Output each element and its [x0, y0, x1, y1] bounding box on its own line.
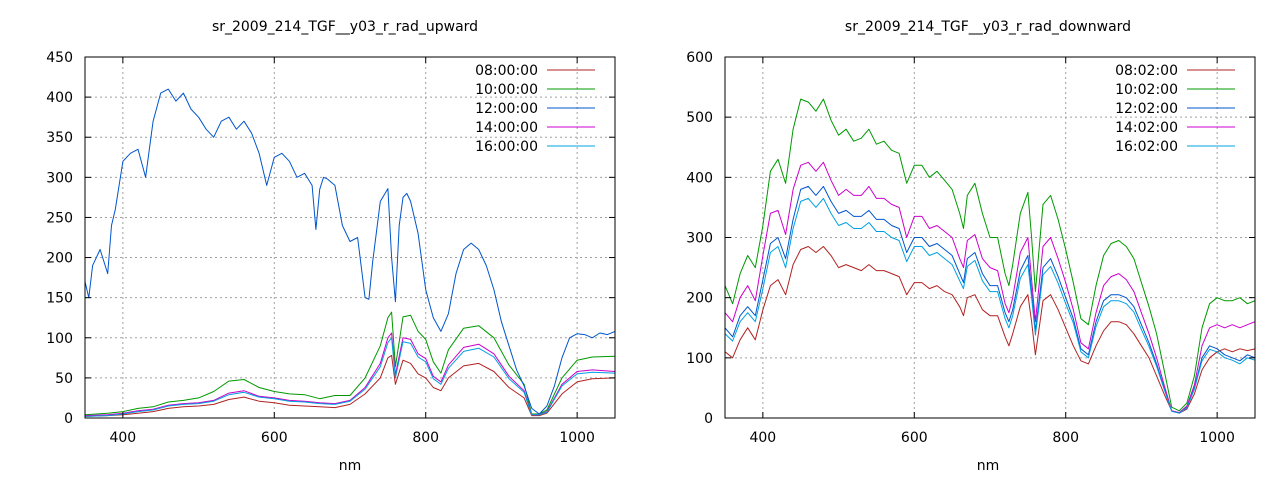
legend-label: 14:00:00 — [475, 120, 538, 136]
y-tick-label: 400 — [686, 170, 713, 186]
x-tick-label: 400 — [109, 430, 136, 446]
x-tick-label: 1000 — [1199, 430, 1235, 446]
y-tick-label: 300 — [46, 170, 73, 186]
series-line-120200 — [725, 185, 1255, 414]
y-tick-label: 100 — [46, 331, 73, 347]
x-tick-label: 800 — [412, 430, 439, 446]
legend-label: 10:00:00 — [475, 82, 538, 98]
x-axis-label: nm — [977, 458, 1000, 474]
plot-frame — [84, 56, 616, 419]
legend: 08:00:00 10:00:00 12:00:00 14:00:00 16:00:00 — [475, 63, 595, 155]
y-tick-label: 100 — [686, 351, 713, 367]
legend-label: 12:00:00 — [475, 101, 538, 117]
y-tick-label: 0 — [64, 411, 73, 427]
series-group — [725, 98, 1255, 414]
y-tick-label: 500 — [686, 110, 713, 126]
series-line-080200 — [725, 246, 1255, 414]
series-line-160000 — [85, 337, 615, 417]
series-group — [85, 88, 615, 417]
x-tick-label: 800 — [1052, 430, 1079, 446]
x-axis-label: nm — [339, 458, 362, 474]
x-tick-label: 600 — [261, 430, 288, 446]
y-tick-label: 600 — [686, 50, 713, 66]
series-line-160200 — [725, 197, 1255, 414]
legend-label: 08:00:00 — [475, 63, 538, 79]
x-tick-label: 1000 — [559, 430, 595, 446]
series-line-120000 — [85, 88, 615, 415]
series-line-100000 — [85, 311, 615, 416]
legend-label: 14:02:00 — [1115, 120, 1178, 136]
x-tick-label: 600 — [901, 430, 928, 446]
chart-downward: 400 600 800 1000 0 100 200 300 400 500 600 sr_2009_… — [686, 19, 1256, 474]
chart-title: sr_2009_214_TGF__y03_r_rad_upward — [212, 19, 478, 35]
y-tick-label: 450 — [46, 50, 73, 66]
x-tick-label: 400 — [749, 430, 776, 446]
series-line-080000 — [85, 354, 615, 417]
chart-title: sr_2009_214_TGF__y03_r_rad_downward — [845, 19, 1131, 35]
y-tick-label: 200 — [46, 251, 73, 267]
y-tick-label: 250 — [46, 210, 73, 226]
legend-label: 10:02:00 — [1115, 82, 1178, 98]
legend: 08:02:00 10:02:00 12:02:00 14:02:00 16:02:00 — [1115, 63, 1235, 155]
legend-label: 16:02:00 — [1115, 139, 1178, 155]
y-tick-label: 200 — [686, 291, 713, 307]
y-tick-label: 50 — [55, 371, 73, 387]
grid-lines — [725, 57, 1255, 418]
legend-label: 08:02:00 — [1115, 63, 1178, 79]
series-line-140200 — [725, 161, 1255, 414]
legend-label: 12:02:00 — [1115, 101, 1178, 117]
y-tick-label: 300 — [686, 231, 713, 247]
y-tick-label: 0 — [704, 411, 713, 427]
legend-label: 16:00:00 — [475, 139, 538, 155]
grid-lines — [85, 57, 615, 418]
series-line-100200 — [725, 98, 1255, 412]
y-tick-label: 350 — [46, 130, 73, 146]
y-tick-label: 400 — [46, 90, 73, 106]
y-tick-label: 150 — [46, 291, 73, 307]
chart-upward: 400 600 800 1000 0 50 100 150 200 250 300 350 400 450… — [46, 19, 616, 474]
